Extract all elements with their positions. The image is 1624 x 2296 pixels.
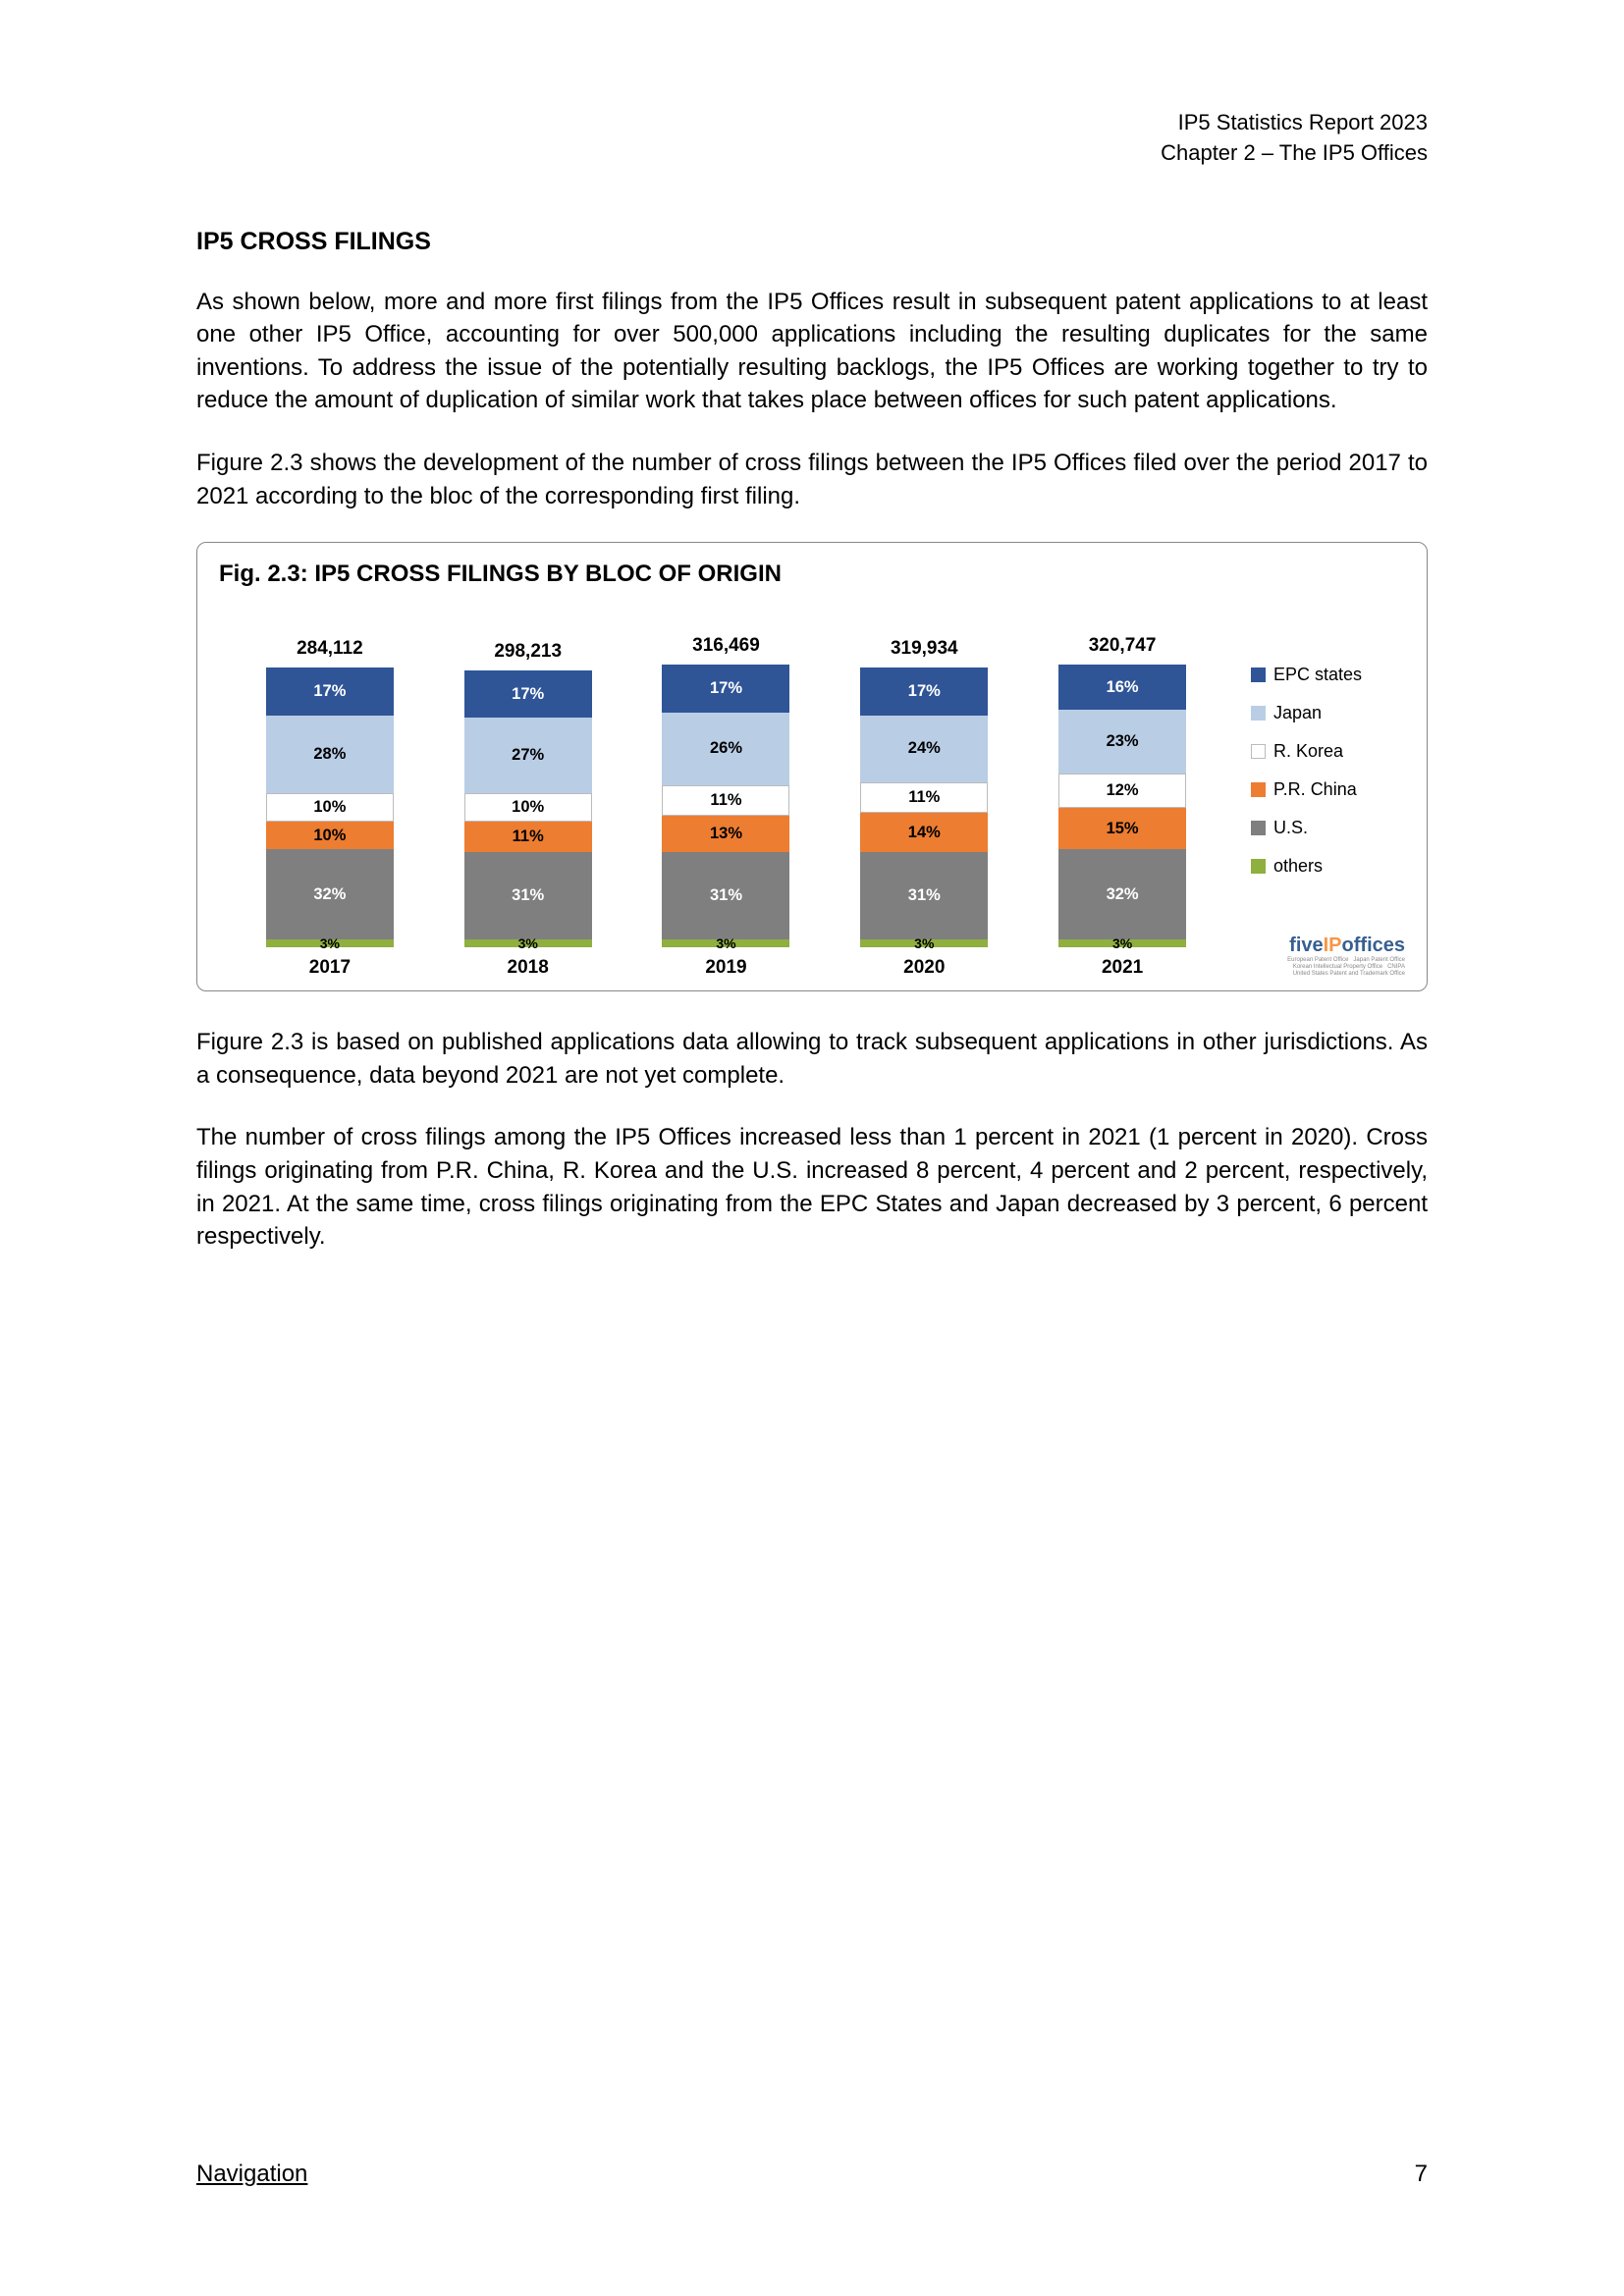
figure-title: Fig. 2.3: IP5 CROSS FILINGS BY BLOC OF O…	[219, 561, 1405, 588]
segment-rkorea: 11%	[662, 785, 789, 816]
segment-rkorea: 12%	[1058, 774, 1186, 807]
page-header: IP5 Statistics Report 2023 Chapter 2 – T…	[196, 108, 1428, 169]
legend-label: P.R. China	[1273, 779, 1357, 800]
logo-offices: offices	[1342, 934, 1405, 956]
figure-2-3: Fig. 2.3: IP5 CROSS FILINGS BY BLOC OF O…	[196, 542, 1428, 991]
bar-column: 320,747 16%23%12%15%32%3% 2021	[1049, 635, 1196, 979]
bar-stack: 17%24%11%14%31%3%	[860, 667, 988, 947]
legend-label: U.S.	[1273, 818, 1308, 838]
segment-japan: 26%	[662, 713, 789, 785]
legend-swatch-icon	[1251, 859, 1266, 874]
segment-others: 3%	[662, 939, 789, 948]
page: IP5 Statistics Report 2023 Chapter 2 – T…	[0, 0, 1624, 2296]
legend-item-rkorea: R. Korea	[1251, 741, 1405, 762]
legend-item-others: others	[1251, 856, 1405, 877]
legend-swatch-icon	[1251, 706, 1266, 721]
chart-wrap: 284,11217%28%10%10%32%3%2017298,21317%27…	[219, 606, 1405, 979]
bar-column: 298,213 17%27%10%11%31%3% 2018	[455, 641, 602, 979]
segment-japan: 23%	[1058, 710, 1186, 774]
header-line-1: IP5 Statistics Report 2023	[196, 108, 1428, 138]
page-number: 7	[1415, 2161, 1428, 2188]
segment-prchina: 10%	[266, 822, 394, 850]
legend-item-japan: Japan	[1251, 703, 1405, 723]
bars-area: 284,11217%28%10%10%32%3%2017298,21317%27…	[219, 606, 1233, 979]
bar-year-label: 2019	[705, 957, 746, 979]
bar-stack: 17%27%10%11%31%3%	[464, 670, 592, 947]
segment-us: 31%	[860, 852, 988, 938]
legend-label: Japan	[1273, 703, 1322, 723]
legend-item-epc: EPC states	[1251, 665, 1405, 685]
bar-total-label: 319,934	[891, 638, 958, 660]
paragraph-3: Figure 2.3 is based on published applica…	[196, 1026, 1428, 1092]
header-line-2: Chapter 2 – The IP5 Offices	[196, 138, 1428, 169]
legend-swatch-icon	[1251, 667, 1266, 682]
legend: EPC states Japan R. Korea P.R. China U.S. oth…	[1233, 606, 1405, 894]
segment-others: 3%	[860, 939, 988, 948]
bar-stack: 17%28%10%10%32%3%	[266, 667, 394, 947]
navigation-link[interactable]: Navigation	[196, 2161, 307, 2188]
legend-swatch-icon	[1251, 782, 1266, 797]
bar-total-label: 284,112	[297, 638, 363, 660]
page-footer: Navigation 7	[196, 2161, 1428, 2188]
legend-label: R. Korea	[1273, 741, 1343, 762]
bar-year-label: 2021	[1102, 957, 1143, 979]
segment-epc: 17%	[266, 667, 394, 715]
segment-us: 32%	[1058, 849, 1186, 938]
legend-label: others	[1273, 856, 1323, 877]
bar-year-label: 2017	[309, 957, 351, 979]
paragraph-1: As shown below, more and more first fili…	[196, 286, 1428, 417]
logo-subtext: European Patent Office Japan Patent Offi…	[1287, 957, 1405, 977]
segment-others: 3%	[266, 939, 394, 948]
bar-stack: 16%23%12%15%32%3%	[1058, 665, 1186, 947]
segment-prchina: 11%	[464, 822, 592, 852]
segment-us: 31%	[464, 852, 592, 938]
segment-epc: 16%	[1058, 665, 1186, 710]
segment-japan: 24%	[860, 716, 988, 782]
segment-rkorea: 10%	[464, 793, 592, 822]
segment-epc: 17%	[464, 670, 592, 718]
bar-year-label: 2020	[903, 957, 945, 979]
bar-total-label: 298,213	[494, 641, 562, 663]
legend-label: EPC states	[1273, 665, 1362, 685]
fiveip-logo: fiveIPoffices European Patent Office Jap…	[1287, 934, 1405, 977]
segment-rkorea: 10%	[266, 793, 394, 822]
legend-item-us: U.S.	[1251, 818, 1405, 838]
segment-prchina: 13%	[662, 816, 789, 852]
segment-epc: 17%	[860, 667, 988, 715]
paragraph-4: The number of cross filings among the IP…	[196, 1121, 1428, 1253]
segment-japan: 28%	[266, 716, 394, 794]
segment-us: 32%	[266, 849, 394, 938]
paragraph-2: Figure 2.3 shows the development of the …	[196, 447, 1428, 512]
bar-column: 319,934 17%24%11%14%31%3% 2020	[850, 638, 998, 979]
segment-prchina: 14%	[860, 813, 988, 852]
bar-column: 316,469 17%26%11%13%31%3% 2019	[652, 635, 799, 979]
legend-item-prchina: P.R. China	[1251, 779, 1405, 800]
segment-rkorea: 11%	[860, 782, 988, 813]
bar-column: 284,11217%28%10%10%32%3%2017	[256, 638, 404, 979]
legend-swatch-icon	[1251, 744, 1266, 759]
bar-total-label: 320,747	[1089, 635, 1157, 657]
bar-total-label: 316,469	[692, 635, 760, 657]
segment-prchina: 15%	[1058, 808, 1186, 850]
segment-us: 31%	[662, 852, 789, 938]
segment-others: 3%	[464, 939, 592, 948]
segment-epc: 17%	[662, 665, 789, 712]
logo-ip: IP	[1324, 934, 1342, 956]
bar-year-label: 2018	[508, 957, 549, 979]
logo-five: five	[1289, 934, 1323, 956]
segment-others: 3%	[1058, 939, 1186, 948]
section-heading: IP5 CROSS FILINGS	[196, 228, 1428, 256]
segment-japan: 27%	[464, 718, 592, 793]
bar-stack: 17%26%11%13%31%3%	[662, 665, 789, 947]
legend-swatch-icon	[1251, 821, 1266, 835]
